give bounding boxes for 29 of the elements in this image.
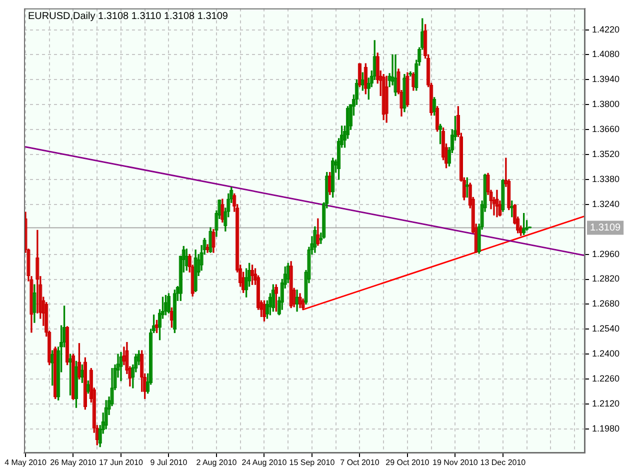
y-tick-label: 1.3520	[592, 149, 620, 160]
y-tick-label: 1.3660	[592, 124, 620, 134]
y-tick-label: 1.4220	[592, 24, 620, 34]
x-tick-label: 9 Jul 2010	[150, 458, 188, 468]
y-tick-label: 1.4080	[592, 49, 620, 60]
ref-line-label: 1.3109	[590, 222, 622, 234]
y-tick-label: 1.1980	[592, 423, 620, 434]
chart-title: EURUSD,Daily 1.3108 1.3110 1.3108 1.3109	[28, 11, 228, 22]
y-tick-label: 1.2120	[592, 398, 620, 408]
x-tick-label: 19 Nov 2010	[432, 458, 478, 468]
x-tick-label: 24 Aug 2010	[242, 458, 288, 468]
y-tick-label: 1.3240	[592, 198, 620, 209]
y-tick-label: 1.2820	[592, 274, 620, 284]
y-tick-label: 1.2260	[592, 374, 620, 384]
x-tick-label: 29 Oct 2010	[386, 458, 430, 468]
x-tick-label: 26 May 2010	[50, 458, 97, 468]
y-tick-label: 1.3800	[592, 99, 620, 110]
x-tick-label: 17 Jun 2010	[98, 458, 144, 468]
y-tick-label: 1.3380	[592, 174, 620, 184]
x-tick-label: 15 Sep 2010	[289, 458, 336, 468]
y-tick-label: 1.3940	[592, 74, 620, 84]
x-tick-label: 2 Aug 2010	[196, 458, 238, 468]
y-tick-label: 1.2680	[592, 298, 620, 309]
x-tick-label: 13 Dec 2010	[480, 458, 526, 468]
x-tick-label: 4 May 2010	[4, 458, 47, 468]
y-tick-label: 1.2400	[592, 348, 620, 359]
x-tick-label: 7 Oct 2010	[340, 458, 380, 468]
y-tick-label: 1.2540	[592, 324, 620, 334]
y-tick-label: 1.2960	[592, 248, 620, 259]
